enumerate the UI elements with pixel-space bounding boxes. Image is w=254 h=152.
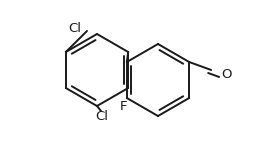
Text: Cl: Cl (69, 22, 82, 36)
Text: O: O (221, 67, 232, 81)
Text: Cl: Cl (96, 109, 108, 123)
Text: F: F (120, 100, 128, 112)
